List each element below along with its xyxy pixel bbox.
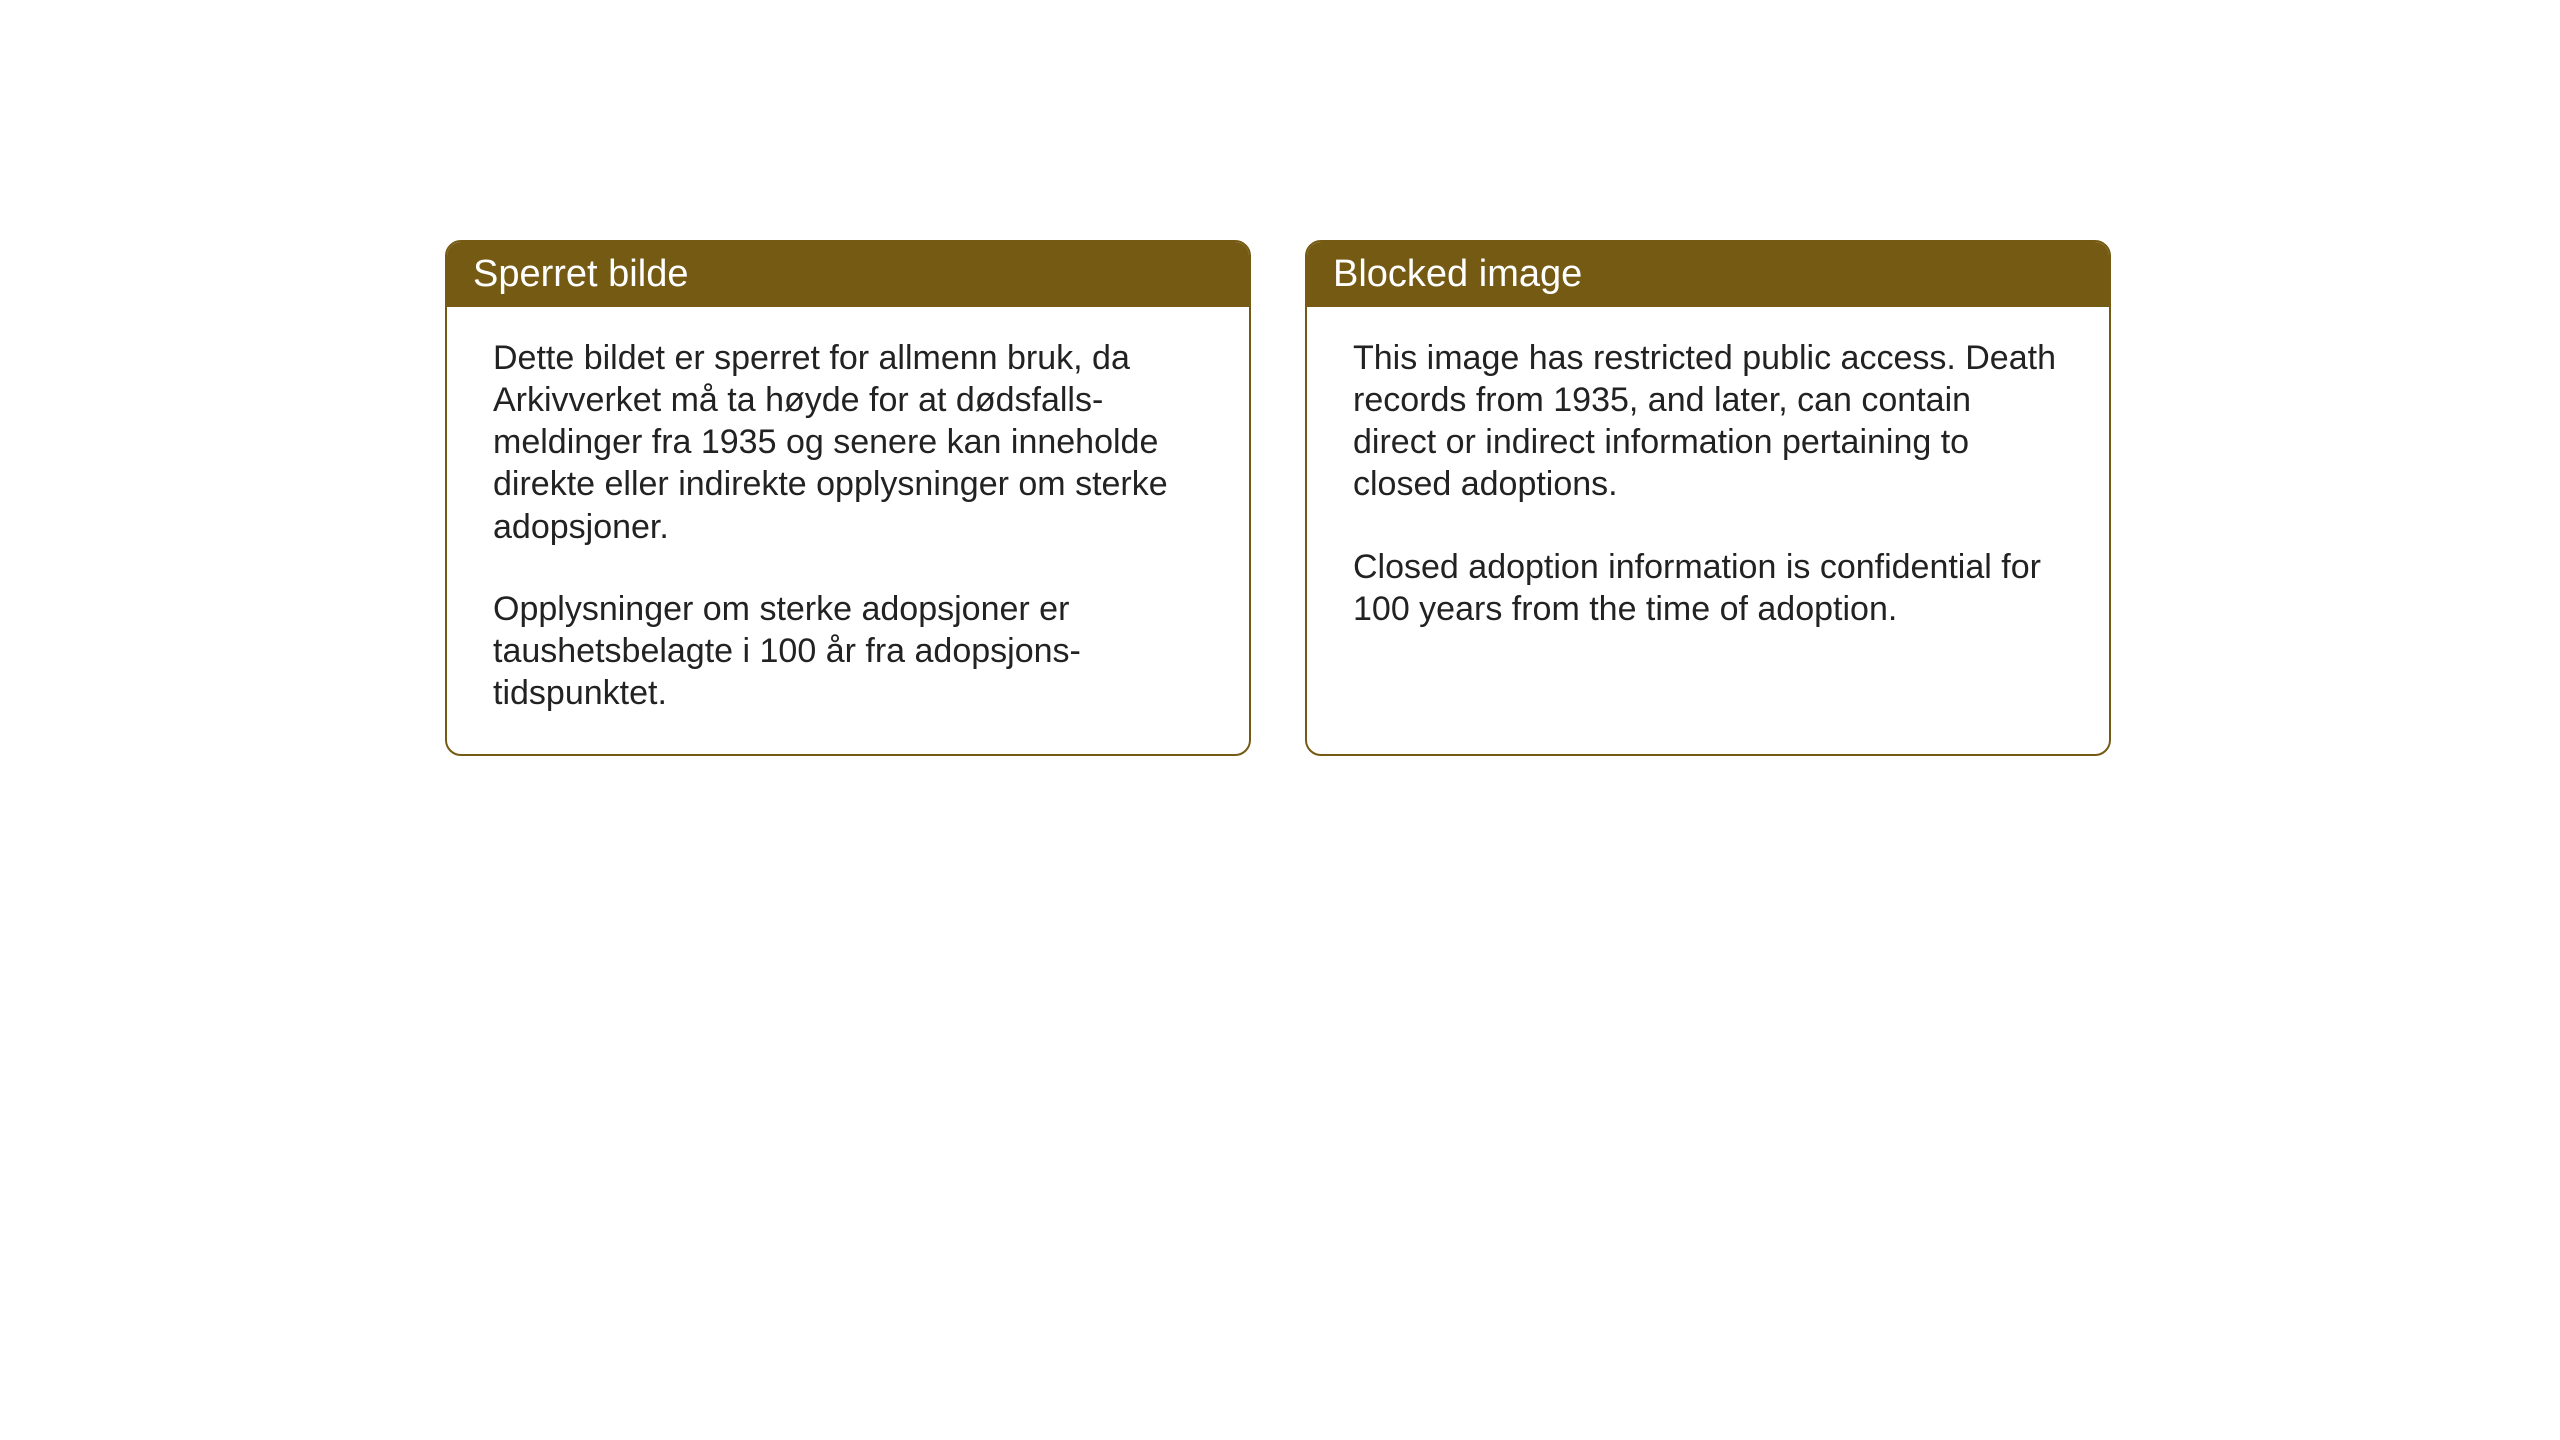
- english-card: Blocked image This image has restricted …: [1305, 240, 2111, 756]
- norwegian-paragraph-2: Opplysninger om sterke adopsjoner er tau…: [493, 588, 1203, 714]
- english-card-header: Blocked image: [1307, 242, 2109, 307]
- norwegian-paragraph-1: Dette bildet er sperret for allmenn bruk…: [493, 337, 1203, 548]
- english-card-body: This image has restricted public access.…: [1307, 307, 2109, 751]
- cards-container: Sperret bilde Dette bildet er sperret fo…: [0, 0, 2560, 756]
- norwegian-card: Sperret bilde Dette bildet er sperret fo…: [445, 240, 1251, 756]
- english-paragraph-1: This image has restricted public access.…: [1353, 337, 2063, 506]
- norwegian-card-header: Sperret bilde: [447, 242, 1249, 307]
- norwegian-card-body: Dette bildet er sperret for allmenn bruk…: [447, 307, 1249, 754]
- english-paragraph-2: Closed adoption information is confident…: [1353, 546, 2063, 630]
